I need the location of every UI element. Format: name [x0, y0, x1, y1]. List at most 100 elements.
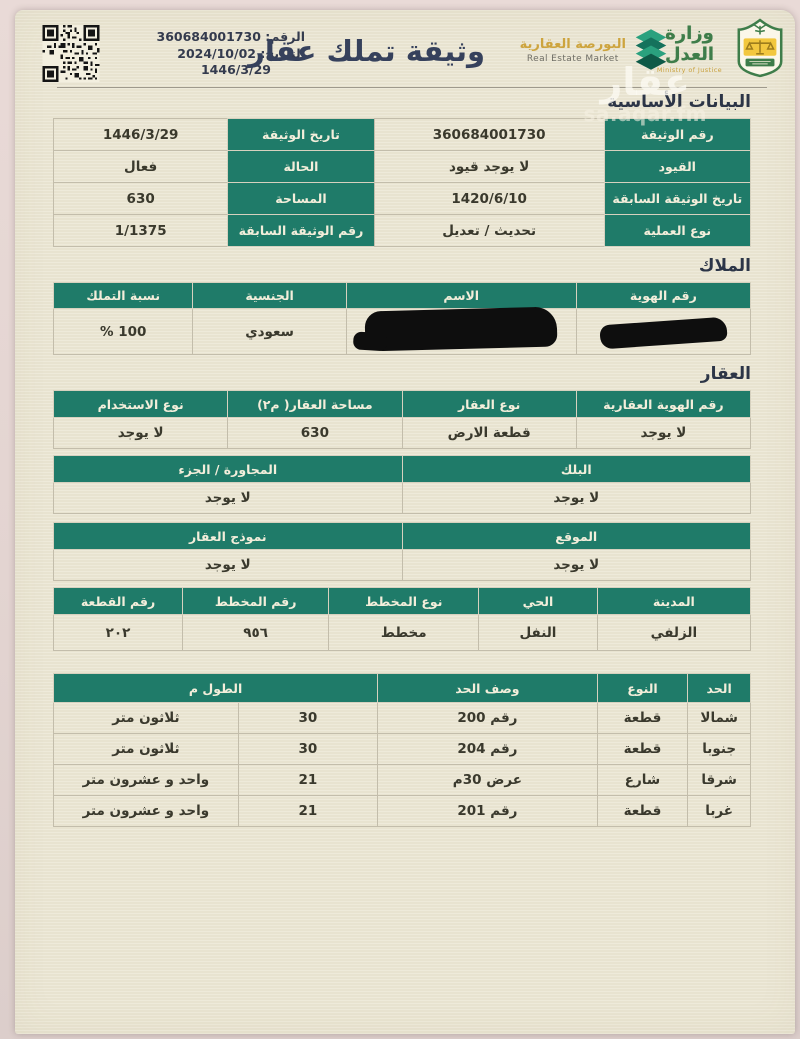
document-body: البيانات الأساسية رقم الوثيقة 3606840017… [15, 92, 795, 827]
table-header-row: المدينة الحي نوع المخطط رقم المخطط رقم ا… [53, 587, 752, 615]
boundary-type: شارع [596, 764, 689, 796]
field-value: لا يوجد قيود [373, 150, 605, 183]
table-header-row: رقم الهوية العقارية نوع العقار مساحة الع… [52, 390, 752, 418]
table-row: لا يوجد قطعة الارض 630 لا يوجد [52, 417, 752, 449]
property-table-main: رقم الهوية العقارية نوع العقار مساحة الع… [52, 390, 752, 449]
column-header: رقم المخطط [181, 587, 330, 615]
field-value: 1446/3/29 [52, 118, 229, 151]
field-value: 1420/6/10 [373, 182, 605, 215]
column-header: رقم القطعة [53, 587, 183, 615]
boundary-length-text: واحد و عشرون متر [53, 764, 239, 796]
boundary-direction: شرقا [687, 764, 751, 796]
boundary-length-number: 30 [237, 733, 379, 765]
boundary-length-text: واحد و عشرون متر [53, 795, 239, 827]
page-title: وثيقة تملك عقار [248, 34, 485, 68]
field-value: ٩٥٦ [181, 614, 330, 651]
field-value: لا يوجد [401, 482, 751, 514]
column-header: نوع الاستخدام [52, 390, 229, 418]
boundary-length-text: ثلاثون متر [53, 702, 239, 734]
table-row: سعودي % 100 [52, 306, 752, 355]
table-row: رقم الوثيقة 360684001730 تاريخ الوثيقة 1… [52, 118, 752, 151]
doc-date-line: التاريخ: 2024/10/02 [137, 46, 305, 63]
field-label: رقم الوثيقة السابقة [227, 214, 375, 247]
owner-id-cell [575, 308, 752, 355]
field-value: ٢٠٢ [53, 614, 183, 651]
field-label: المساحة [227, 182, 375, 215]
column-header: الحي [478, 587, 598, 615]
property-table-block: البلك المجاورة / الجزء لا يوجد لا يوجد [53, 455, 751, 514]
boundary-direction: غربا [687, 795, 751, 827]
boundary-description: عرض 30م [377, 764, 598, 796]
boundary-length-number: 30 [237, 702, 379, 734]
moj-logo-text: وزارة العدل Ministry of Justice [651, 23, 728, 74]
boundary-direction: جنوبا [687, 733, 751, 765]
doc-number-label: الرقم: [265, 29, 305, 44]
moj-logo: وزارة العدل Ministry of Justice [651, 18, 787, 78]
column-header: رقم الهوية العقارية [575, 390, 752, 418]
doc-number-value: 360684001730 [156, 29, 261, 44]
column-header: نوع المخطط [328, 587, 480, 615]
rem-logo: البورصة العقارية Real Estate Market [501, 28, 669, 72]
field-label: القيود [603, 150, 752, 183]
column-header: رقم الهوية [575, 282, 752, 309]
field-value: 1/1375 [52, 214, 229, 247]
document-number-block: الرقم: 360684001730 التاريخ: 2024/10/02 … [137, 29, 305, 79]
basic-data-table: رقم الوثيقة 360684001730 تاريخ الوثيقة 1… [52, 118, 752, 247]
column-header: الجنسية [192, 282, 347, 309]
field-value: النفل [478, 614, 598, 651]
field-value: لا يوجد [53, 549, 403, 581]
boundary-length-number: 21 [237, 795, 379, 827]
table-header-row: الحد النوع وصف الحد الطول م [52, 673, 751, 703]
doc-number-line: الرقم: 360684001730 [137, 29, 305, 46]
column-header: الموقع [401, 522, 751, 550]
field-value: مخطط [328, 614, 480, 651]
field-value: 630 [52, 182, 229, 215]
document-paper: الرقم: 360684001730 التاريخ: 2024/10/02 … [15, 10, 795, 1034]
table-header-row: البلك المجاورة / الجزء [53, 455, 751, 483]
field-value: قطعة الارض [401, 417, 577, 449]
boundaries-table: الحد النوع وصف الحد الطول م شمالا قطعة ر… [52, 673, 751, 827]
column-header: المدينة [596, 587, 752, 615]
column-header: مساحة العقار( م٢) [227, 390, 403, 418]
property-table-plan: المدينة الحي نوع المخطط رقم المخطط رقم ا… [53, 587, 752, 651]
column-header: الاسم [345, 282, 577, 309]
column-header: البلك [401, 455, 751, 483]
rem-name-arabic: البورصة العقارية [519, 36, 626, 52]
rem-building-icon [635, 29, 667, 70]
boundary-type: قطعة [596, 795, 689, 827]
table-row: شرقا شارع عرض 30م 21 واحد و عشرون متر [53, 764, 751, 796]
boundary-type: قطعة [596, 702, 689, 734]
boundary-description: رقم 200 [377, 702, 598, 734]
doc-date-label: التاريخ: [260, 45, 305, 61]
table-row: الزلفي النفل مخطط ٩٥٦ ٢٠٢ [53, 614, 752, 651]
field-value: 630 [227, 417, 403, 449]
field-value: لا يوجد [53, 482, 403, 514]
boundary-description: رقم 204 [377, 733, 598, 765]
rem-name-english: Real Estate Market [526, 53, 619, 64]
field-value: لا يوجد [52, 417, 229, 449]
field-value: تحديث / تعديل [373, 214, 605, 247]
table-row: نوع العملية تحديث / تعديل رقم الوثيقة ال… [52, 214, 752, 247]
table-row: لا يوجد لا يوجد [53, 549, 751, 581]
boundary-type: قطعة [596, 733, 689, 765]
redaction-bar [599, 316, 728, 350]
field-value: لا يوجد [575, 417, 752, 449]
field-value: لا يوجد [401, 549, 751, 581]
header-divider [57, 87, 767, 88]
column-header: الطول م [52, 673, 379, 703]
moj-emblem-icon [737, 18, 783, 78]
rem-logo-text: البورصة العقارية Real Estate Market [520, 37, 626, 64]
section-title-property: العقار [700, 364, 751, 384]
table-header-row: رقم الهوية الاسم الجنسية نسبة التملك [52, 282, 752, 309]
field-label: نوع العملية [603, 214, 752, 247]
moj-name-english: Ministry of Justice [656, 65, 723, 74]
column-header: الحد [687, 673, 751, 703]
column-header: النوع [596, 673, 689, 703]
field-value: فعال [52, 150, 229, 183]
table-row: شمالا قطعة رقم 200 30 ثلاثون متر [53, 702, 751, 734]
owners-table: رقم الهوية الاسم الجنسية نسبة التملك سعو… [52, 282, 752, 355]
column-header: المجاورة / الجزء [53, 455, 403, 483]
table-header-row: الموقع نموذج العقار [53, 522, 751, 550]
field-label: الحالة [227, 150, 375, 183]
